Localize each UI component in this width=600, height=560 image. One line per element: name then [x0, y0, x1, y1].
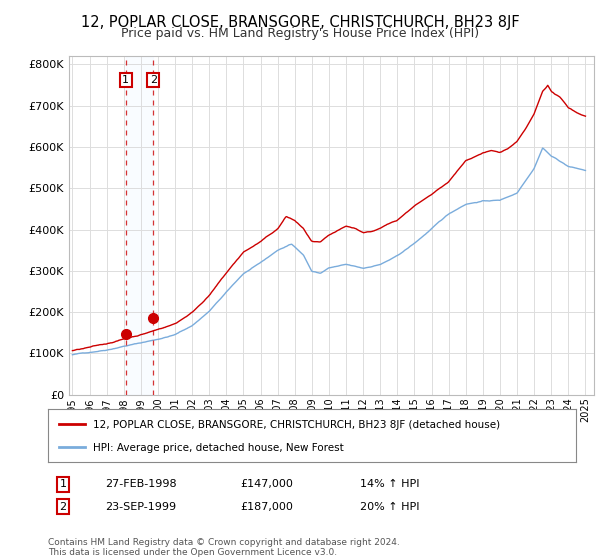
Text: 1: 1 — [122, 75, 129, 85]
Text: Price paid vs. HM Land Registry's House Price Index (HPI): Price paid vs. HM Land Registry's House … — [121, 27, 479, 40]
Text: 2: 2 — [150, 75, 157, 85]
Text: 1: 1 — [59, 479, 67, 489]
Text: 20% ↑ HPI: 20% ↑ HPI — [360, 502, 419, 512]
Text: HPI: Average price, detached house, New Forest: HPI: Average price, detached house, New … — [93, 443, 344, 453]
Text: 12, POPLAR CLOSE, BRANSGORE, CHRISTCHURCH, BH23 8JF (detached house): 12, POPLAR CLOSE, BRANSGORE, CHRISTCHURC… — [93, 420, 500, 430]
Text: 14% ↑ HPI: 14% ↑ HPI — [360, 479, 419, 489]
Text: 2: 2 — [59, 502, 67, 512]
Text: 12, POPLAR CLOSE, BRANSGORE, CHRISTCHURCH, BH23 8JF: 12, POPLAR CLOSE, BRANSGORE, CHRISTCHURC… — [80, 15, 520, 30]
Text: 23-SEP-1999: 23-SEP-1999 — [105, 502, 176, 512]
Text: 27-FEB-1998: 27-FEB-1998 — [105, 479, 176, 489]
Text: £147,000: £147,000 — [240, 479, 293, 489]
Text: Contains HM Land Registry data © Crown copyright and database right 2024.
This d: Contains HM Land Registry data © Crown c… — [48, 538, 400, 557]
Bar — [126, 56, 154, 395]
Text: £187,000: £187,000 — [240, 502, 293, 512]
